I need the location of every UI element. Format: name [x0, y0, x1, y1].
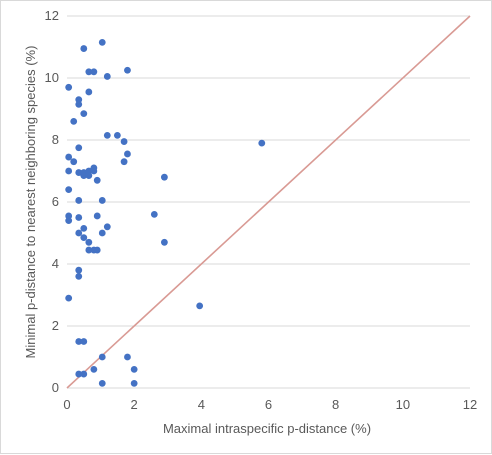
y-tick-label-12: 12 [45, 8, 59, 23]
data-point-53 [124, 66, 131, 74]
data-point-25 [80, 234, 88, 242]
y-tick-label-10: 10 [45, 70, 59, 85]
data-point-1 [65, 212, 73, 220]
data-point-11 [75, 144, 83, 152]
data-point-47 [103, 73, 111, 80]
data-point-18 [75, 338, 83, 345]
data-point-46 [98, 379, 106, 387]
x-tick-label-12: 12 [463, 397, 477, 412]
data-point-6 [65, 83, 73, 91]
data-point-20 [80, 45, 88, 52]
data-point-38 [90, 366, 98, 373]
y-tick-label-6: 6 [52, 194, 59, 209]
data-point-32 [85, 238, 93, 246]
data-point-4 [65, 167, 73, 175]
data-point-55 [124, 353, 131, 361]
data-point-5 [65, 153, 73, 161]
data-point-39 [93, 176, 101, 184]
data-point-2 [65, 217, 73, 225]
x-tick-label-0: 0 [63, 397, 70, 412]
data-point-26 [80, 338, 88, 345]
data-point-29 [85, 88, 93, 96]
data-point-16 [75, 266, 83, 274]
data-point-28 [85, 68, 93, 76]
data-point-61 [196, 302, 204, 310]
data-point-7 [70, 158, 78, 166]
data-point-57 [130, 379, 138, 387]
data-point-33 [85, 246, 93, 254]
data-point-51 [120, 138, 128, 145]
y-tick-label-0: 0 [52, 380, 59, 395]
data-point-34 [90, 68, 98, 76]
x-tick-label-6: 6 [265, 397, 272, 412]
data-point-36 [90, 167, 98, 175]
data-point-48 [103, 131, 111, 139]
y-axis-title: Minimal p-distance to nearest neighborin… [23, 46, 38, 359]
data-points [65, 38, 266, 387]
y-tick-label-2: 2 [52, 318, 59, 333]
data-point-40 [93, 212, 101, 220]
data-point-60 [160, 238, 168, 246]
data-point-62 [258, 139, 266, 147]
data-point-44 [98, 229, 106, 237]
data-point-13 [75, 197, 83, 204]
data-point-9 [75, 96, 83, 104]
data-point-50 [113, 131, 121, 139]
data-point-43 [98, 197, 106, 204]
data-point-45 [98, 353, 106, 361]
reference-line [66, 15, 471, 389]
data-point-8 [70, 118, 78, 125]
data-point-31 [85, 172, 93, 180]
data-point-42 [98, 38, 106, 46]
tick-labels: 0 2 4 6 8 10 12 0 2 4 6 8 10 12 [45, 8, 478, 412]
reference-line-group [66, 15, 471, 389]
data-point-59 [160, 173, 168, 181]
data-point-15 [75, 229, 83, 237]
data-point-24 [80, 224, 88, 232]
data-point-19 [75, 370, 83, 378]
x-tick-label-10: 10 [396, 397, 410, 412]
data-point-30 [85, 167, 93, 175]
data-point-41 [93, 246, 101, 254]
y-tick-label-8: 8 [52, 132, 59, 147]
data-point-17 [75, 273, 83, 280]
data-point-14 [75, 214, 83, 221]
data-point-12 [75, 169, 83, 176]
data-point-23 [80, 172, 88, 180]
data-point-3 [65, 186, 73, 194]
data-point-27 [80, 370, 88, 378]
x-tick-label-8: 8 [332, 397, 339, 412]
data-point-58 [150, 211, 158, 218]
data-point-0 [65, 294, 73, 302]
gridlines [67, 15, 470, 327]
x-axis-title: Maximal intraspecific p-distance (%) [163, 421, 371, 436]
data-point-49 [103, 223, 111, 231]
data-point-52 [120, 158, 128, 166]
x-tick-label-4: 4 [198, 397, 205, 412]
data-point-54 [124, 150, 131, 158]
data-point-56 [130, 366, 138, 373]
y-tick-label-4: 4 [52, 256, 59, 271]
data-point-10 [75, 100, 83, 108]
data-point-21 [80, 110, 88, 118]
x-tick-label-2: 2 [131, 397, 138, 412]
